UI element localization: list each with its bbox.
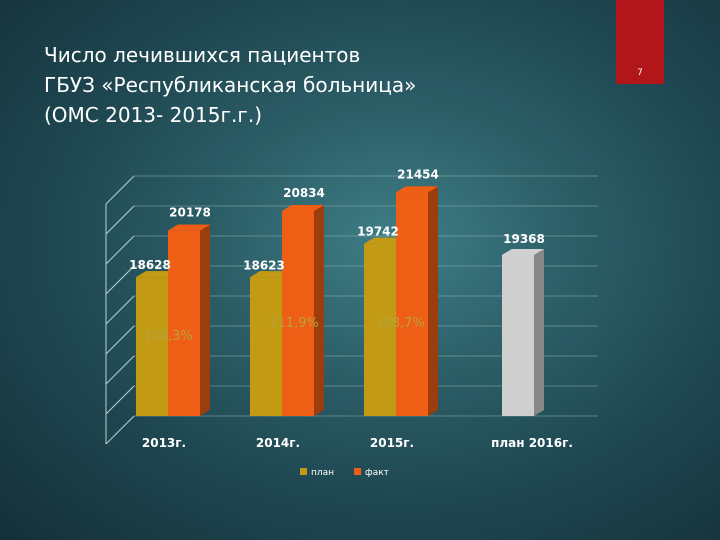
slide-title: Число лечившихся пациентов ГБУЗ «Республ… — [44, 43, 417, 127]
legend-swatch — [300, 468, 307, 475]
data-label: 19742 — [357, 225, 399, 239]
legend-label: факт — [365, 468, 389, 478]
data-label: 20834 — [283, 186, 325, 200]
chart-category-labels: 2013г. 2014г. 2015г. план 2016г. — [142, 436, 573, 450]
chart-legend: план факт — [300, 468, 389, 478]
bar-fact — [282, 204, 324, 416]
x-tick-label: 2014г. — [256, 436, 300, 450]
percent-annotation: 111,9% — [269, 316, 319, 331]
percent-annotation: 108,3% — [143, 329, 193, 344]
data-label: 18628 — [129, 258, 171, 272]
legend-item: факт — [354, 468, 389, 478]
data-label: 20178 — [169, 206, 211, 220]
gridline — [105, 175, 598, 205]
chart-percent-annotations: 108,3% 111,9% 108,7% — [143, 316, 425, 344]
legend-item: план — [300, 468, 334, 478]
slide-number: 7 — [637, 68, 643, 78]
percent-annotation: 108,7% — [375, 316, 425, 331]
data-label: 18623 — [243, 258, 285, 272]
bar-fact — [396, 186, 438, 416]
chart-bars — [136, 186, 544, 416]
data-label: 19368 — [503, 232, 545, 246]
slide-number-tab: 7 — [616, 0, 664, 84]
gridline — [105, 205, 598, 235]
gridline — [105, 235, 598, 265]
legend-label: план — [311, 468, 334, 478]
bar-plan-2016 — [502, 248, 544, 416]
chart-data-labels: 18628 20178 18623 20834 19742 21454 19368 — [129, 167, 545, 272]
bar-fact — [168, 224, 210, 416]
x-tick-label: план 2016г. — [491, 436, 573, 450]
x-tick-label: 2013г. — [142, 436, 186, 450]
data-label: 21454 — [397, 167, 439, 181]
legend-swatch — [354, 468, 361, 475]
x-tick-label: 2015г. — [370, 436, 414, 450]
